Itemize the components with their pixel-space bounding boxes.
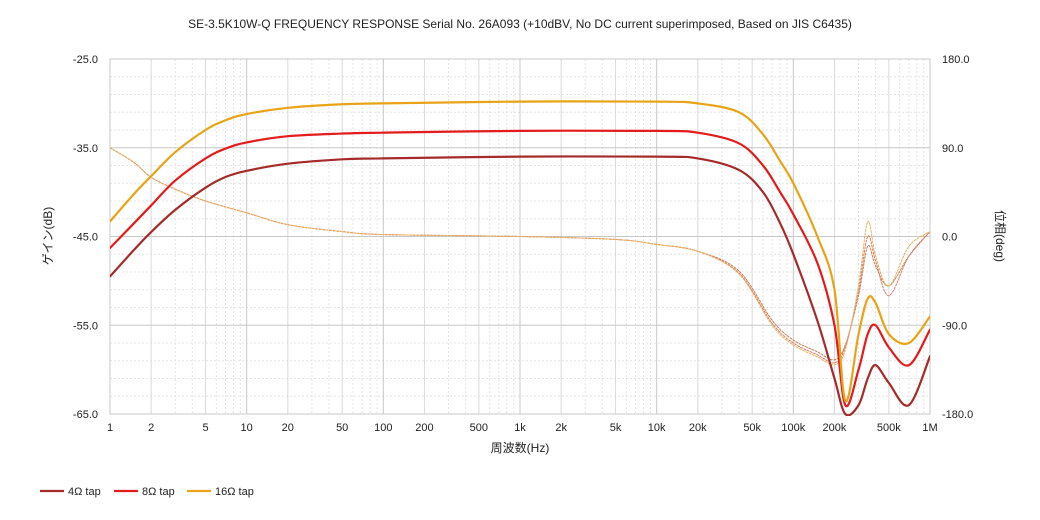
series-line-4ohm-tap <box>110 155 930 416</box>
x-tick-label: 500k <box>877 422 901 434</box>
y-tick-label: -25.0 <box>73 54 98 66</box>
y2-axis-label: 位相(deg) <box>993 210 1008 262</box>
y-tick-label: -45.0 <box>73 232 98 244</box>
legend-label-8ohm-tap: 8Ω tap <box>142 486 175 498</box>
x-tick-label: 1 <box>107 422 113 434</box>
y2-tick-label: -90.0 <box>942 320 967 332</box>
x-tick-label: 5k <box>610 422 622 434</box>
x-tick-label: 200 <box>415 422 433 434</box>
x-tick-label: 2 <box>148 422 154 434</box>
y2-tick-label: 180.0 <box>942 54 970 66</box>
legend-label-16ohm-tap: 16Ω tap <box>215 486 254 498</box>
x-axis-label: 周波数(Hz) <box>491 440 550 455</box>
x-tick-label: 2k <box>555 422 567 434</box>
y2-tick-label: 90.0 <box>942 143 963 155</box>
x-tick-label: 10 <box>241 422 253 434</box>
x-tick-label: 200k <box>823 422 847 434</box>
x-tick-label: 5 <box>202 422 208 434</box>
x-tick-label: 1M <box>922 422 937 434</box>
y-tick-label: -55.0 <box>73 320 98 332</box>
x-tick-labels: 1 2 5 10 20 50 100 200 500 1k 2k 5k 10k 20k 50k 100k 200… <box>107 422 938 434</box>
x-tick-label: 50k <box>743 422 761 434</box>
y2-tick-label: -180.0 <box>942 409 973 421</box>
legend: 4Ω tap 8Ω tap 16Ω tap <box>40 486 254 498</box>
chart-title: SE-3.5K10W-Q FREQUENCY RESPONSE Serial N… <box>188 17 852 31</box>
legend-label-4ohm-tap: 4Ω tap <box>68 486 101 498</box>
x-tick-label: 100 <box>374 422 392 434</box>
series-line-16ohm-tap-phase <box>110 147 930 366</box>
x-tick-label: 1k <box>514 422 526 434</box>
y-tick-label: -65.0 <box>73 409 98 421</box>
y-tick-labels: -25.0 -35.0 -45.0 -55.0 -65.0 <box>73 54 98 421</box>
series-line-8ohm-tap <box>110 129 930 408</box>
y2-tick-label: 0.0 <box>942 232 957 244</box>
x-tick-label: 500 <box>470 422 488 434</box>
y2-tick-labels: 180.0 90.0 0.0 -90.0 -180.0 <box>942 54 973 421</box>
x-tick-label: 20k <box>689 422 707 434</box>
x-tick-label: 50 <box>336 422 348 434</box>
series-layer <box>110 100 930 416</box>
x-tick-label: 10k <box>648 422 666 434</box>
series-line-16ohm-tap <box>110 100 930 403</box>
x-tick-label: 100k <box>781 422 805 434</box>
plot-frame <box>109 58 931 415</box>
series-clip-group <box>110 100 930 416</box>
x-tick-label: 20 <box>282 422 294 434</box>
y-axis-label: ゲイン(dB) <box>41 207 55 265</box>
y-tick-label: -35.0 <box>73 143 98 155</box>
